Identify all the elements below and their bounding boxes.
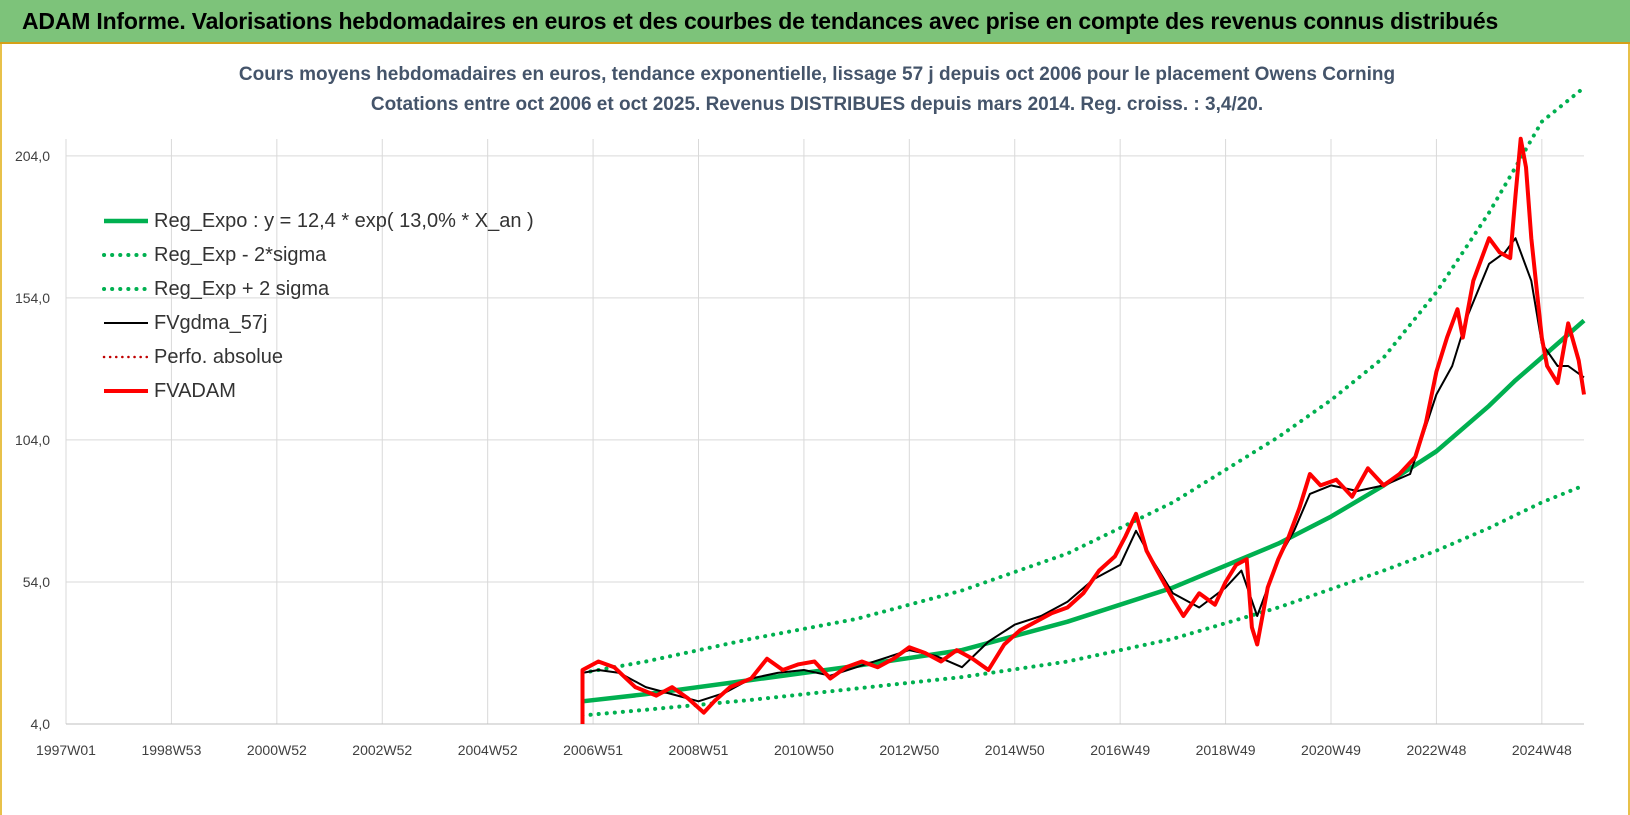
y-tick-label: 54,0: [23, 574, 50, 590]
legend-swatch: [102, 287, 150, 291]
legend-item: FVADAM: [102, 374, 534, 408]
legend-label: Reg_Exp - 2*sigma: [154, 243, 327, 266]
series-line-4: [582, 237, 1585, 703]
legend-label: Reg_Exp + 2 sigma: [154, 277, 330, 300]
legend-item: Reg_Exp + 2 sigma: [102, 272, 534, 306]
x-tick-label: 2008W51: [669, 742, 729, 758]
banner-title: ADAM Informe. Valorisations hebdomadaire…: [22, 8, 1499, 34]
legend-swatch: [102, 355, 150, 359]
series-layer: [580, 85, 1586, 724]
chart-subtitle: Cotations entre oct 2006 et oct 2025. Re…: [370, 94, 1264, 115]
legend-item: Perfo. absolue: [102, 340, 534, 374]
legend-swatch: [102, 253, 150, 257]
series-line-2: [580, 483, 1586, 718]
legend-label: Reg_Expo : y = 12,4 * exp( 13,0% * X_an …: [154, 209, 534, 232]
x-tick-label: 2018W49: [1196, 742, 1256, 758]
grid-layer: [65, 139, 1584, 725]
legend-label: FVADAM: [154, 379, 236, 402]
x-tick-label: 2006W51: [563, 742, 623, 758]
legend-label: Perfo. absolue: [154, 345, 283, 368]
y-tick-label: 154,0: [15, 290, 50, 306]
x-tick-label: 2002W52: [352, 742, 412, 758]
chart-title: Cours moyens hebdomadaires en euros, ten…: [238, 64, 1396, 85]
x-tick-label: 2020W49: [1301, 742, 1361, 758]
x-tick-label: 2016W49: [1090, 742, 1150, 758]
y-tick-label: 4,0: [31, 716, 51, 732]
legend-item: Reg_Expo : y = 12,4 * exp( 13,0% * X_an …: [102, 204, 534, 238]
legend-swatch: [104, 322, 148, 324]
x-tick-label: 2012W50: [879, 742, 939, 758]
x-tick-label: 2004W52: [458, 742, 518, 758]
y-tick-label: 104,0: [15, 432, 50, 448]
legend-swatch: [104, 389, 148, 393]
legend-label: FVgdma_57j: [154, 311, 268, 334]
y-tick-label: 204,0: [15, 148, 50, 164]
x-tick-label: 2014W50: [985, 742, 1045, 758]
chart-frame: 4,0 54,0 104,0 154,0 204,0 1997W01 1998W53 2000…: [0, 44, 1630, 815]
tick-layer: 4,0 54,0 104,0 154,0 204,0 1997W01 1998W53 2000…: [15, 148, 1572, 758]
banner: ADAM Informe. Valorisations hebdomadaire…: [0, 0, 1630, 44]
series-line-1: [582, 318, 1586, 704]
series-line-6: [580, 136, 1586, 724]
x-tick-label: 1998W53: [141, 742, 201, 758]
chart-plot: 4,0 54,0 104,0 154,0 204,0 1997W01 1998W53 2000…: [15, 85, 1586, 758]
legend-item: FVgdma_57j: [102, 306, 534, 340]
legend-item: Reg_Exp - 2*sigma: [102, 238, 534, 272]
x-tick-label: 2000W52: [247, 742, 307, 758]
x-tick-label: 2010W50: [774, 742, 834, 758]
x-tick-label: 2022W48: [1406, 742, 1466, 758]
x-tick-label: 1997W01: [36, 742, 96, 758]
x-tick-label: 2024W48: [1512, 742, 1572, 758]
legend: Reg_Expo : y = 12,4 * exp( 13,0% * X_an …: [102, 204, 534, 408]
legend-swatch: [104, 218, 148, 224]
